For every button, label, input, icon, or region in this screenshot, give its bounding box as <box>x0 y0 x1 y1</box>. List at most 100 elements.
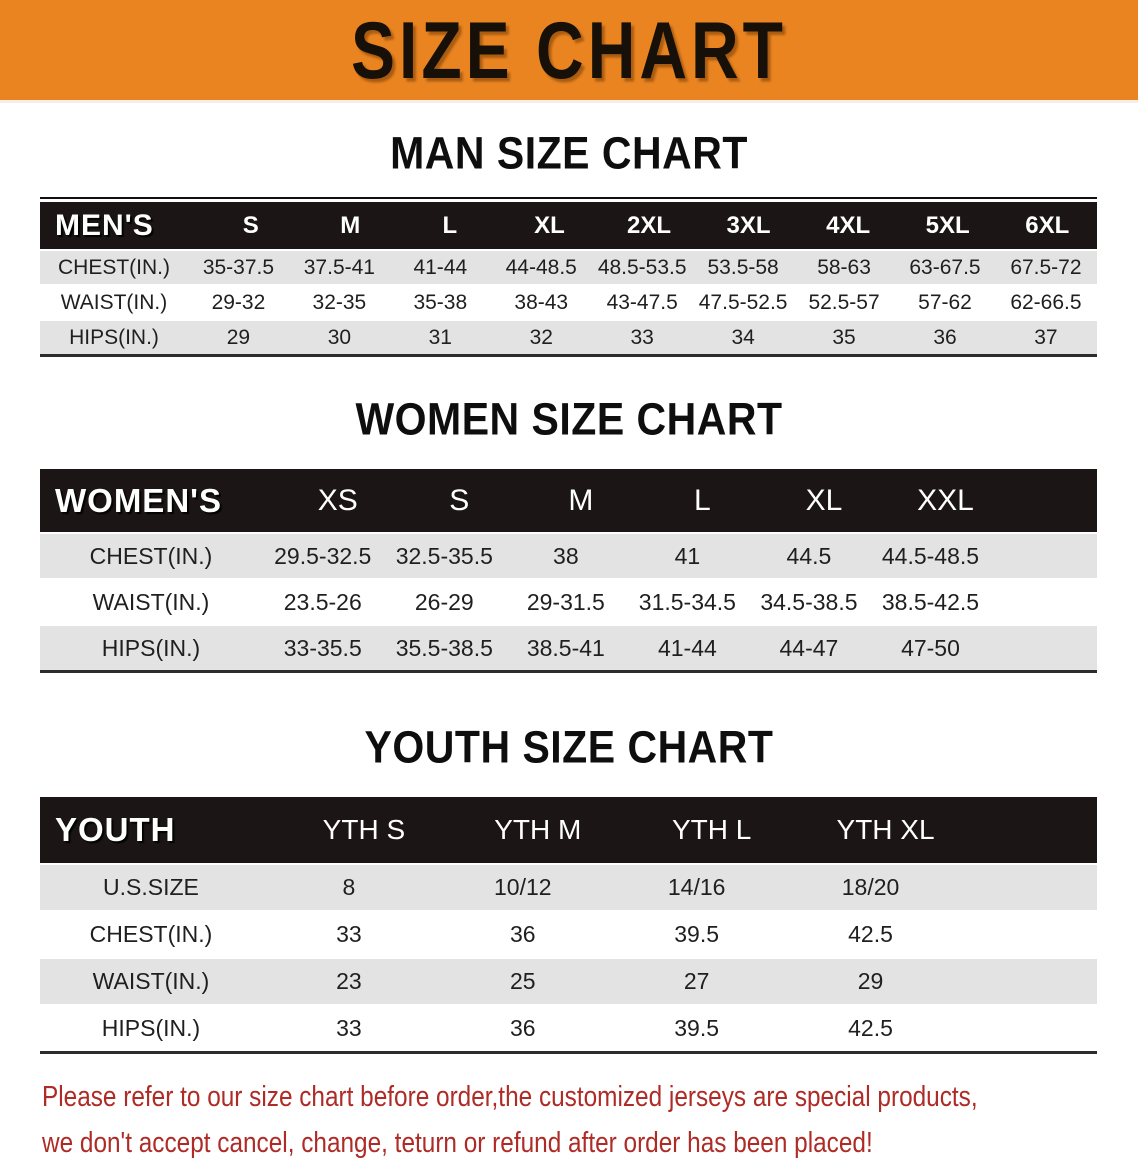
men-measurement-value: 58-63 <box>817 255 871 279</box>
men-measurement-value: 67.5-72 <box>1010 255 1082 279</box>
women-size-column-header: XL <box>805 483 843 517</box>
youth-measurement-label: HIPS(IN.) <box>101 1015 201 1041</box>
women-size-column-header: M <box>568 483 594 517</box>
women-measurement-value: 32.5-35.5 <box>395 542 493 569</box>
men-measurement-row: WAIST(IN.) 29-32 32-35 35-38 38-43 43-47.5 47.… <box>40 284 1097 319</box>
women-measurement-row: WAIST(IN.) 23.5-26 26-29 29-31.5 31.5-34.5 34… <box>40 578 1097 624</box>
men-measurement-value: 35-37.5 <box>202 255 275 279</box>
women-size-column-header: S <box>449 483 470 517</box>
youth-measurement-value: 33 <box>336 921 362 947</box>
women-header-row: WOMEN'S XS S M L XL XXL <box>40 469 1097 532</box>
women-section-heading: WOMEN SIZE CHART <box>355 393 783 445</box>
men-measurement-value: 30 <box>327 325 352 349</box>
men-size-column-header: XL <box>534 211 565 239</box>
notice-line-2: we don't accept cancel, change, teturn o… <box>42 1127 873 1159</box>
youth-size-column-header: YTH M <box>494 814 582 845</box>
women-measurement-value: 29.5-32.5 <box>274 542 372 569</box>
men-measurement-value: 47.5-52.5 <box>698 290 788 314</box>
youth-measurement-value: 33 <box>336 1015 362 1041</box>
women-measurement-row: HIPS(IN.) 33-35.5 35.5-38.5 38.5-41 41-44 44-… <box>40 624 1097 670</box>
youth-measurement-row: U.S.SIZE 8 10/12 14/16 18/20 <box>40 863 1097 910</box>
youth-measurement-value: 36 <box>509 1015 536 1041</box>
section-men: MAN SIZE CHART MEN'S S M L XL 2XL 3XL 4XL 5XL 6XL… <box>0 127 1138 357</box>
women-size-table: WOMEN'S XS S M L XL XXL CHEST(IN.) 29.5-32.5 32.5… <box>40 469 1097 673</box>
men-size-column-header: 4XL <box>826 211 871 239</box>
youth-size-column-header: YTH S <box>322 814 406 845</box>
youth-measurement-value: 42.5 <box>848 921 893 947</box>
men-size-column-header: 2XL <box>626 211 671 239</box>
men-measurement-row: CHEST(IN.) 35-37.5 37.5-41 41-44 44-48.5 48.5… <box>40 249 1097 284</box>
men-size-column-header: M <box>340 211 361 239</box>
women-measurement-value: 23.5-26 <box>283 588 362 615</box>
women-measurement-value: 26-29 <box>414 588 474 615</box>
youth-header-row: YOUTH YTH S YTH M YTH L YTH XL <box>40 797 1097 863</box>
men-size-column-header: L <box>442 211 458 239</box>
women-table-title: WOMEN'S <box>55 481 223 519</box>
men-measurement-value: 57-62 <box>918 290 972 314</box>
women-measurement-label: HIPS(IN.) <box>101 634 201 661</box>
men-table-title: MEN'S <box>55 208 154 242</box>
youth-measurement-label: WAIST(IN.) <box>92 968 210 994</box>
men-measurement-value: 35-38 <box>413 290 468 314</box>
youth-measurement-value: 29 <box>857 968 884 994</box>
men-size-table: MEN'S S M L XL 2XL 3XL 4XL 5XL 6XL CHEST(IN.) 35-37… <box>40 197 1097 357</box>
men-measurement-label: HIPS(IN.) <box>69 325 159 349</box>
women-measurement-value: 44-47 <box>779 634 839 661</box>
women-measurement-value: 41 <box>674 542 701 569</box>
youth-measurement-value: 36 <box>509 921 536 947</box>
women-measurement-value: 35.5-38.5 <box>395 634 493 661</box>
men-measurement-label: CHEST(IN.) <box>57 255 170 279</box>
men-measurement-value: 63-67.5 <box>909 255 981 279</box>
youth-measurement-value: 23 <box>336 968 362 994</box>
men-measurement-value: 29-32 <box>211 290 266 314</box>
order-notice: Please refer to our size chart before or… <box>0 1074 1138 1166</box>
women-measurement-value: 38.5-41 <box>526 634 605 661</box>
women-measurement-value: 44.5-48.5 <box>881 542 980 569</box>
women-size-column-header: XS <box>317 483 358 517</box>
women-measurement-label: WAIST(IN.) <box>92 588 210 615</box>
youth-size-column-header: YTH L <box>671 814 752 845</box>
men-measurement-value: 37 <box>1034 325 1058 349</box>
youth-measurement-row: CHEST(IN.) 33 36 39.5 42.5 <box>40 910 1097 957</box>
women-size-column-header: L <box>694 483 711 517</box>
women-measurement-value: 33-35.5 <box>283 634 362 661</box>
men-size-column-header: 5XL <box>925 211 970 239</box>
men-measurement-value: 32 <box>529 325 553 349</box>
men-measurement-value: 43-47.5 <box>606 290 678 314</box>
men-measurement-value: 36 <box>933 325 957 349</box>
youth-measurement-value: 18/20 <box>841 874 900 900</box>
youth-measurement-label: CHEST(IN.) <box>89 921 213 947</box>
men-measurement-value: 44-48.5 <box>505 255 577 279</box>
men-measurement-value: 34 <box>731 325 755 349</box>
women-measurement-value: 47-50 <box>901 634 960 661</box>
men-measurement-row: HIPS(IN.) 29 30 31 32 33 34 35 36 37 <box>40 319 1097 354</box>
men-measurement-value: 52.5-57 <box>808 290 880 314</box>
youth-measurement-label: U.S.SIZE <box>103 874 199 900</box>
youth-section-heading: YOUTH SIZE CHART <box>364 721 774 773</box>
youth-measurement-row: WAIST(IN.) 23 25 27 29 <box>40 957 1097 1004</box>
banner-title: SIZE CHART <box>351 4 787 96</box>
banner: SIZE CHART <box>0 0 1138 103</box>
men-measurement-value: 29 <box>226 325 251 349</box>
youth-size-column-header: YTH XL <box>836 814 935 845</box>
women-measurement-value: 41-44 <box>657 634 717 661</box>
women-measurement-value: 44.5 <box>786 542 832 569</box>
women-measurement-label: CHEST(IN.) <box>89 542 213 569</box>
men-measurement-value: 53.5-58 <box>707 255 779 279</box>
youth-measurement-value: 14/16 <box>667 874 726 900</box>
men-measurement-value: 31 <box>428 325 452 349</box>
youth-size-table: YOUTH YTH S YTH M YTH L YTH XL U.S.SIZE 8 10/12… <box>40 797 1097 1054</box>
section-women: WOMEN SIZE CHART WOMEN'S XS S M L XL XXL CHEST(… <box>0 393 1138 673</box>
youth-measurement-value: 10/12 <box>494 874 552 900</box>
women-measurement-value: 38 <box>553 542 579 569</box>
men-header-row: MEN'S S M L XL 2XL 3XL 4XL 5XL 6XL <box>40 202 1097 249</box>
youth-measurement-value: 8 <box>342 874 356 900</box>
notice-line-1: Please refer to our size chart before or… <box>42 1081 978 1113</box>
women-measurement-value: 31.5-34.5 <box>638 588 736 615</box>
men-size-column-header: 3XL <box>726 211 771 239</box>
men-section-heading: MAN SIZE CHART <box>390 127 748 179</box>
section-youth: YOUTH SIZE CHART YOUTH YTH S YTH M YTH L YTH… <box>0 721 1138 1054</box>
women-measurement-value: 29-31.5 <box>526 588 605 615</box>
men-measurement-value: 32-35 <box>312 290 367 314</box>
youth-measurement-row: HIPS(IN.) 33 36 39.5 42.5 <box>40 1004 1097 1051</box>
